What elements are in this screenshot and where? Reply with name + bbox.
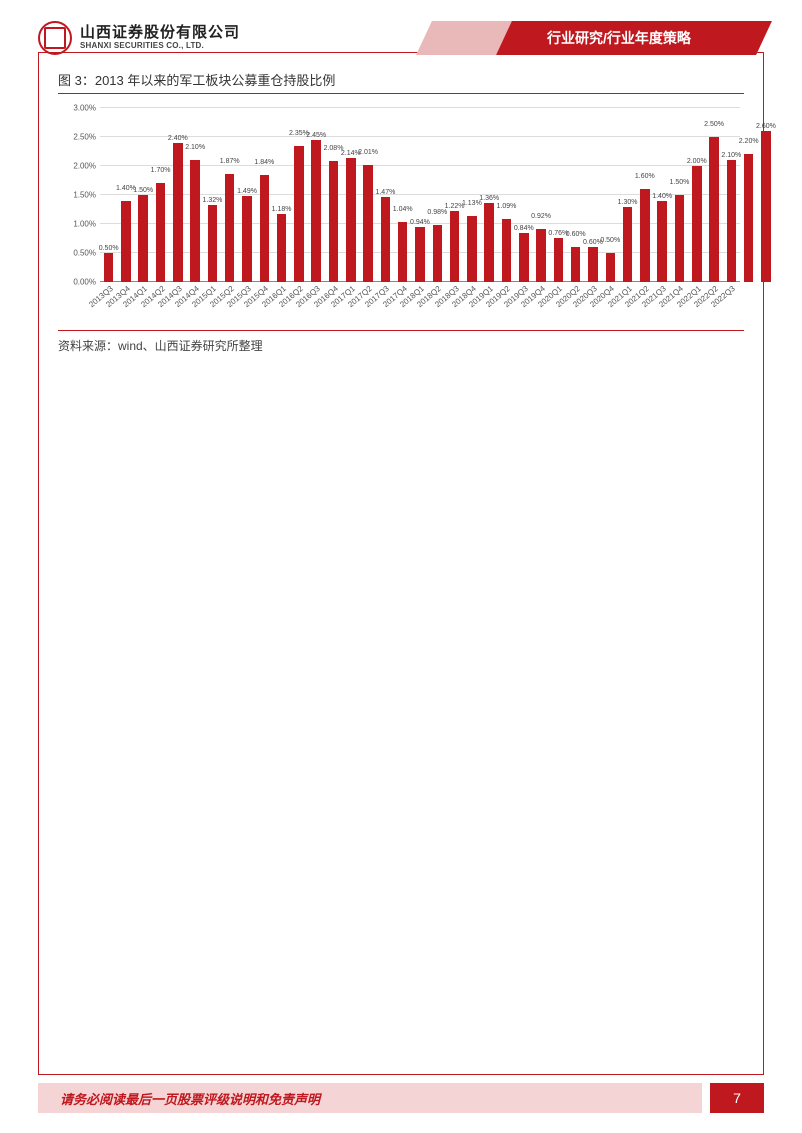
bar: 1.50% (138, 195, 148, 282)
bar-value-label: 1.47% (375, 189, 395, 196)
bar-value-label: 0.92% (531, 213, 551, 220)
bar-value-label: 2.20% (739, 138, 759, 145)
bar-value-label: 2.50% (704, 121, 724, 128)
bar-value-label: 1.09% (497, 203, 517, 210)
y-tick-label: 0.00% (73, 278, 96, 287)
header-banner: 行业研究/行业年度策略 (504, 21, 764, 55)
bar-value-label: 1.36% (479, 195, 499, 202)
gridline (100, 107, 740, 108)
bar-value-label: 1.84% (254, 159, 274, 166)
bar-value-label: 2.10% (185, 144, 205, 151)
bar-value-label: 0.60% (566, 231, 586, 238)
bar-chart: 0.00%0.50%1.00%1.50%2.00%2.50%3.00% 0.50… (58, 104, 744, 324)
y-tick-label: 0.50% (73, 249, 96, 258)
bar: 2.35% (294, 146, 304, 282)
bar: 0.84% (519, 233, 529, 282)
bar: 1.60% (640, 189, 650, 282)
company-name-cn: 山西证券股份有限公司 (80, 25, 240, 42)
bar-value-label: 1.87% (220, 158, 240, 165)
bar-value-label: 1.50% (670, 179, 690, 186)
y-tick-label: 2.00% (73, 162, 96, 171)
bar: 1.04% (398, 222, 408, 282)
bar: 0.60% (588, 247, 598, 282)
bar: 2.10% (190, 160, 200, 282)
footer-disclaimer: 请务必阅读最后一页股票评级说明和免责声明 (60, 1089, 320, 1108)
bar: 0.60% (571, 247, 581, 282)
bar: 1.32% (208, 205, 218, 282)
figure-title: 图 3：2013 年以来的军工板块公募重仓持股比例 (58, 70, 744, 94)
page-number: 7 (710, 1083, 764, 1113)
bar: 1.36% (484, 203, 494, 282)
bar-value-label: 2.01% (358, 149, 378, 156)
bar-value-label: 2.60% (756, 123, 776, 130)
bar: 2.14% (346, 158, 356, 282)
bar: 1.30% (623, 207, 633, 282)
bar-value-label: 2.40% (168, 135, 188, 142)
page-footer: 请务必阅读最后一页股票评级说明和免责声明 7 (38, 1083, 764, 1113)
bar-value-label: 1.40% (652, 193, 672, 200)
bar: 2.01% (363, 165, 373, 282)
bar: 1.49% (242, 196, 252, 282)
bar: 0.76% (554, 238, 564, 282)
bar-value-label: 2.10% (721, 152, 741, 159)
gridline (100, 136, 740, 137)
y-tick-label: 1.50% (73, 191, 96, 200)
bar: 0.92% (536, 229, 546, 282)
y-tick-label: 2.50% (73, 133, 96, 142)
bar: 1.22% (450, 211, 460, 282)
bar: 1.09% (502, 219, 512, 282)
y-axis: 0.00%0.50%1.00%1.50%2.00%2.50%3.00% (58, 108, 100, 282)
bar: 2.50% (709, 137, 719, 282)
company-name-en: SHANXI SECURITIES CO., LTD. (80, 42, 240, 51)
content-region: 图 3：2013 年以来的军工板块公募重仓持股比例 0.00% 0.50% 1.00… (58, 70, 744, 354)
bar: 0.50% (104, 253, 114, 282)
bar: 2.60% (761, 131, 771, 282)
bar: 0.50% (606, 253, 616, 282)
bar-value-label: 1.30% (618, 199, 638, 206)
bar-value-label: 2.45% (306, 132, 326, 139)
bar-value-label: 1.49% (237, 188, 257, 195)
bar-value-label: 0.84% (514, 225, 534, 232)
bar: 1.84% (260, 175, 270, 282)
bar: 1.13% (467, 216, 477, 282)
x-axis: 2013Q32013Q42014Q12014Q22014Q32014Q42015… (100, 282, 740, 324)
bar: 2.00% (692, 166, 702, 282)
bar-value-label: 1.32% (202, 197, 222, 204)
bar: 1.40% (657, 201, 667, 282)
y-tick-label: 3.00% (73, 104, 96, 113)
footer-bar: 请务必阅读最后一页股票评级说明和免责声明 (38, 1083, 702, 1113)
bar-value-label: 1.18% (272, 206, 292, 213)
bar-value-label: 1.60% (635, 173, 655, 180)
bar: 1.40% (121, 201, 131, 282)
bar: 1.18% (277, 214, 287, 282)
bar-value-label: 1.70% (151, 167, 171, 174)
bar: 1.47% (381, 197, 391, 282)
bar: 1.70% (156, 183, 166, 282)
figure-source: 资料来源：wind、山西证券研究所整理 (58, 330, 744, 354)
bar: 0.94% (415, 227, 425, 282)
doc-type-label: 行业研究/行业年度策略 (504, 28, 764, 48)
company-logo-text: 山西证券股份有限公司 SHANXI SECURITIES CO., LTD. (80, 25, 240, 50)
bar: 2.40% (173, 143, 183, 282)
company-logo-block: 山西证券股份有限公司 SHANXI SECURITIES CO., LTD. (38, 21, 240, 55)
company-logo-icon (38, 21, 72, 55)
bar-value-label: 1.04% (393, 206, 413, 213)
bar-value-label: 2.00% (687, 158, 707, 165)
bar: 2.10% (727, 160, 737, 282)
page-header: 山西证券股份有限公司 SHANXI SECURITIES CO., LTD. 行… (38, 18, 764, 58)
bar: 2.20% (744, 154, 754, 282)
bar-value-label: 1.50% (133, 187, 153, 194)
bar: 2.08% (329, 161, 339, 282)
bar: 0.98% (433, 225, 443, 282)
y-tick-label: 1.00% (73, 220, 96, 229)
bar-value-label: 0.50% (600, 237, 620, 244)
bar-value-label: 0.94% (410, 219, 430, 226)
bar-value-label: 0.50% (99, 245, 119, 252)
plot-area: 0.50%1.40%1.50%1.70%2.40%2.10%1.32%1.87%… (100, 108, 740, 282)
bar: 1.87% (225, 174, 235, 282)
bar: 2.45% (311, 140, 321, 282)
bar: 1.50% (675, 195, 685, 282)
